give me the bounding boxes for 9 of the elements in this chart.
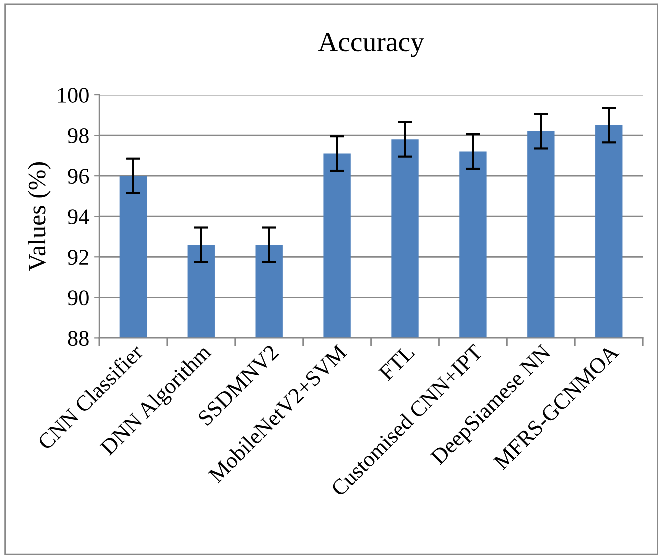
y-tick-label: 88 [68,331,89,346]
y-tick-label: 90 [68,290,89,306]
y-tick-label: 98 [68,128,89,144]
y-tick-label: 94 [68,210,90,225]
y-axis-title: Values (%) [28,162,51,272]
chart-title: Accuracy [318,32,424,58]
y-tick-label: 100 [58,88,89,103]
y-tick-label: 96 [68,169,90,184]
y-tick-label: 92 [68,250,88,266]
